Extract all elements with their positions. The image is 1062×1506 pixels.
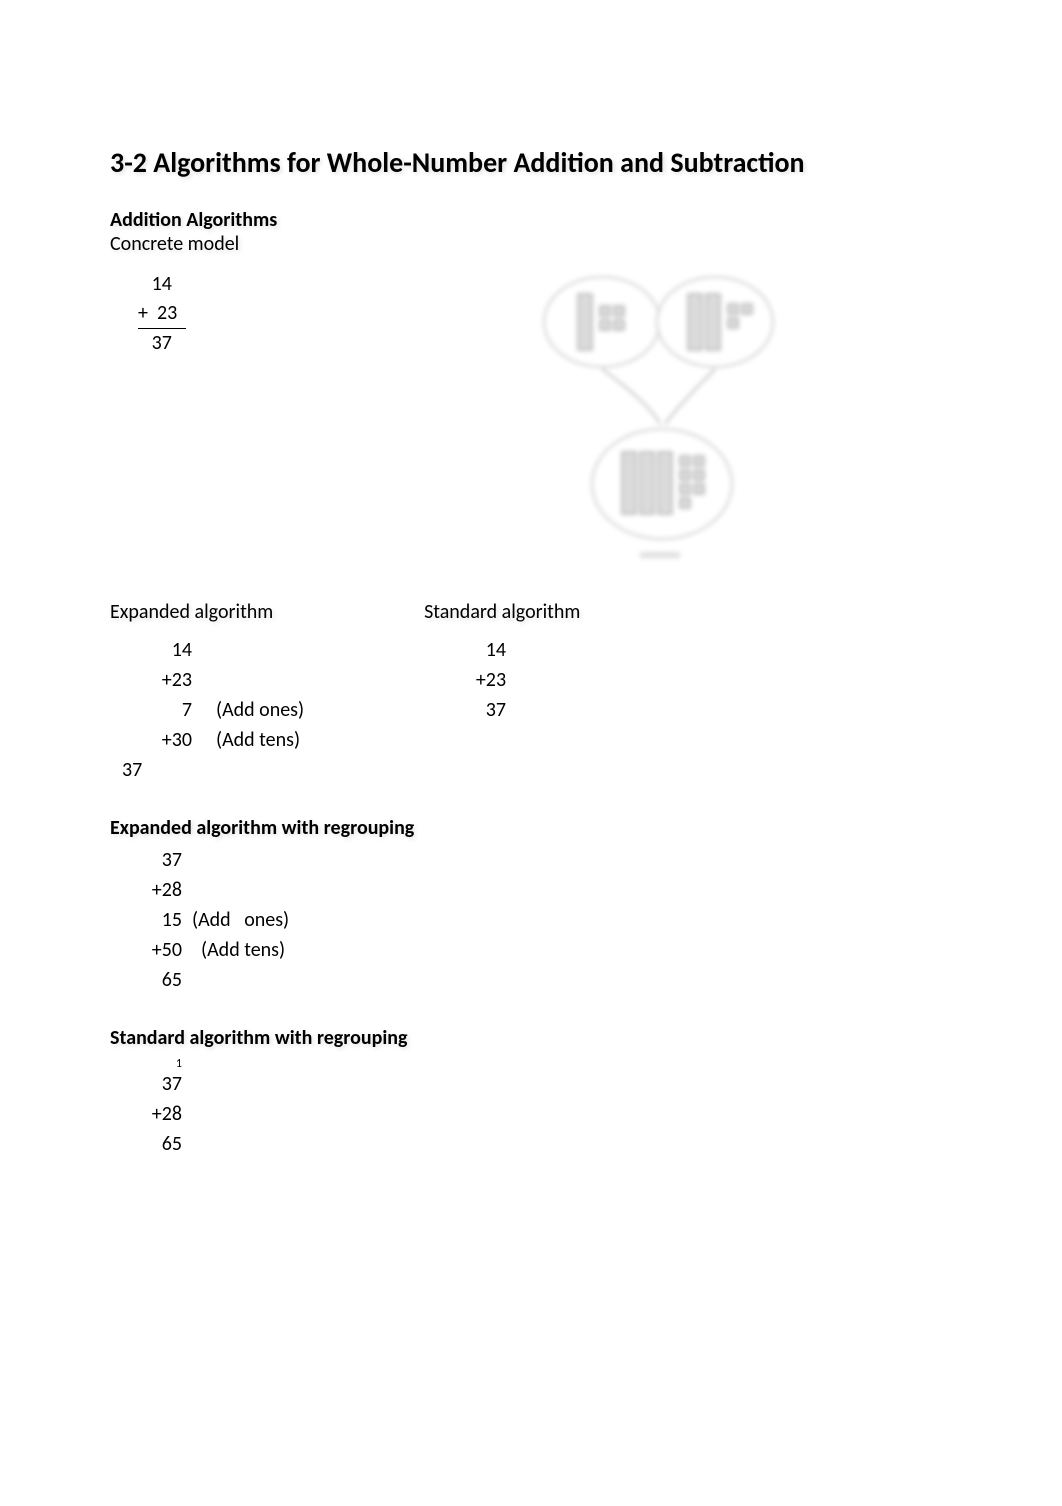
expanded-calc: 14 +23 7 (Add ones) +30 (Add tens) 37 xyxy=(138,638,304,788)
calc-note: (Add tens) xyxy=(192,938,285,962)
calc-num: +28 xyxy=(128,1102,182,1126)
algorithm-row: Expanded algorithm 14 +23 7 (Add ones) +… xyxy=(110,600,962,788)
standard-calc: 14 +23 37 xyxy=(452,638,580,728)
standard-label: Standard algorithm xyxy=(424,600,580,624)
calc-num: +50 xyxy=(128,938,182,962)
base-ten-blocks-image xyxy=(530,264,790,574)
concrete-graphic-col xyxy=(490,264,962,574)
table-row: +23 xyxy=(452,668,580,698)
table-row: 65 xyxy=(128,968,962,998)
calc-num: 65 xyxy=(128,1132,182,1156)
table-row: 37 xyxy=(452,698,580,728)
calc-note: (Add ones) xyxy=(216,698,304,722)
concrete-model-label: Concrete model xyxy=(110,232,962,256)
calc-num: 37 xyxy=(128,848,182,872)
page-title: 3-2 Algorithms for Whole-Number Addition… xyxy=(110,145,962,180)
calc-num: 65 xyxy=(128,968,182,992)
calc-num: +30 xyxy=(138,728,192,752)
standard-algorithm-col: Standard algorithm 14 +23 37 xyxy=(424,600,580,788)
calc-num: 37 xyxy=(452,698,506,722)
concrete-model-row: 14 + 23 37 xyxy=(110,264,962,574)
addition-heading: Addition Algorithms xyxy=(110,208,962,232)
calc-note: (Add ones) xyxy=(192,908,289,932)
table-row: 37 xyxy=(128,848,962,878)
standard-regroup-heading: Standard algorithm with regrouping xyxy=(110,1026,962,1050)
concrete-line-2: + 23 xyxy=(138,299,186,329)
table-row: 37 xyxy=(128,1072,962,1102)
calc-num: 14 xyxy=(452,638,506,662)
calc-num: 37 xyxy=(122,758,176,782)
concrete-line-3: 37 xyxy=(138,329,450,358)
calc-num: 37 xyxy=(128,1072,182,1096)
concrete-math: 14 + 23 37 xyxy=(138,270,450,358)
carry-digit: 1 xyxy=(138,1058,182,1072)
standard-regroup-calc: 37 +28 65 xyxy=(128,1072,962,1162)
concrete-line-1: 14 xyxy=(138,270,450,299)
calc-num: +28 xyxy=(128,878,182,902)
table-row: +50 (Add tens) xyxy=(128,938,962,968)
calc-num: 7 xyxy=(138,698,192,722)
table-row: 14 xyxy=(138,638,304,668)
expanded-regroup-heading: Expanded algorithm with regrouping xyxy=(110,816,962,840)
table-row: 7 (Add ones) xyxy=(138,698,304,728)
standard-regroup-section: Standard algorithm with regrouping 1 37 … xyxy=(110,1026,962,1162)
table-row: +30 (Add tens) xyxy=(138,728,304,758)
calc-num: +23 xyxy=(452,668,506,692)
table-row: 37 xyxy=(138,758,304,788)
calc-num: 14 xyxy=(138,638,192,662)
addition-section: Addition Algorithms Concrete model 14 + … xyxy=(110,208,962,788)
calc-num: +23 xyxy=(138,668,192,692)
calc-num: 15 xyxy=(128,908,182,932)
table-row: 65 xyxy=(128,1132,962,1162)
expanded-regroup-section: Expanded algorithm with regrouping 37 +2… xyxy=(110,816,962,998)
table-row: +23 xyxy=(138,668,304,698)
table-row: +28 xyxy=(128,1102,962,1132)
expanded-algorithm-col: Expanded algorithm 14 +23 7 (Add ones) +… xyxy=(110,600,304,788)
table-row: 14 xyxy=(452,638,580,668)
concrete-math-col: 14 + 23 37 xyxy=(110,264,450,574)
expanded-label: Expanded algorithm xyxy=(110,600,304,624)
table-row: +28 xyxy=(128,878,962,908)
expanded-regroup-calc: 37 +28 15 (Add ones) +50 (Add tens) 65 xyxy=(128,848,962,998)
table-row: 15 (Add ones) xyxy=(128,908,962,938)
calc-note: (Add tens) xyxy=(216,728,300,752)
